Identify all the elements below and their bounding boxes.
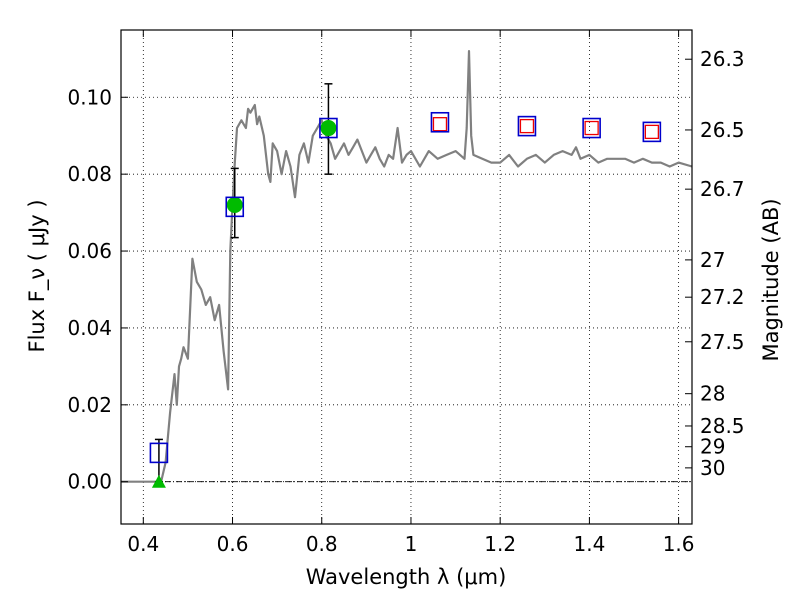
- right-tick-label: 29: [700, 435, 725, 459]
- right-tick-label: 30: [700, 456, 725, 480]
- x-tick-label: 1.2: [484, 532, 516, 556]
- right-tick-label: 26.5: [700, 118, 745, 142]
- x-tick-label: 1.4: [573, 532, 605, 556]
- predicted-marker: [644, 124, 660, 140]
- x-axis: 0.4 0.6 0.8 1 1.2 1.4 1.6: [127, 30, 695, 556]
- y-tick-label: 0.08: [67, 162, 112, 186]
- upper-limit-marker: [151, 474, 166, 488]
- y-tick-label: 0.10: [67, 85, 112, 109]
- y-tick-label: 0.00: [67, 470, 112, 494]
- axes-frame: [120, 29, 693, 525]
- model-photometry-marker: [582, 117, 601, 139]
- model-photometry-marker: [517, 115, 537, 137]
- predicted-marker: [432, 117, 448, 132]
- model-photometry-marker: [642, 121, 662, 143]
- spectrum-line: [121, 49, 693, 483]
- model-photometry-marker: [319, 117, 338, 139]
- plot-area: [121, 49, 693, 488]
- observed-point: [320, 120, 337, 137]
- model-photometry-marker: [149, 442, 169, 464]
- y-tick-label: 0.06: [67, 239, 112, 263]
- y-axis-right-label: Magnitude (AB): [759, 198, 783, 361]
- y-tick-label: 0.02: [67, 393, 112, 417]
- x-tick-label: 0.6: [217, 532, 249, 556]
- x-tick-label: 1: [405, 532, 418, 556]
- axes-border: [120, 29, 693, 525]
- x-tick-label: 1.6: [663, 532, 695, 556]
- model-photometry-marker: [225, 196, 245, 218]
- predicted-marker: [584, 120, 599, 136]
- y-tick-label: 0.04: [67, 316, 112, 340]
- x-tick-label: 0.8: [306, 532, 338, 556]
- right-tick-label: 27: [700, 248, 725, 272]
- observed-point: [226, 196, 243, 213]
- right-tick-label: 26.7: [700, 177, 745, 201]
- grid: [121, 30, 692, 524]
- right-tick-label: 28: [700, 382, 725, 406]
- predicted-marker: [519, 118, 535, 134]
- right-tick-label: 27.2: [700, 285, 745, 309]
- y-axis-left: 0.00 0.02 0.04 0.06 0.08 0.10: [67, 85, 128, 494]
- right-tick-label: 27.5: [700, 330, 745, 354]
- right-tick-label: 28.5: [700, 414, 745, 438]
- x-axis-label: Wavelength λ (μm): [306, 565, 507, 589]
- x-tick-label: 0.4: [127, 532, 159, 556]
- model-photometry-marker: [430, 111, 450, 133]
- right-tick-label: 26.3: [700, 47, 745, 71]
- y-axis-label: Flux F_ν ( μJy ): [25, 199, 50, 352]
